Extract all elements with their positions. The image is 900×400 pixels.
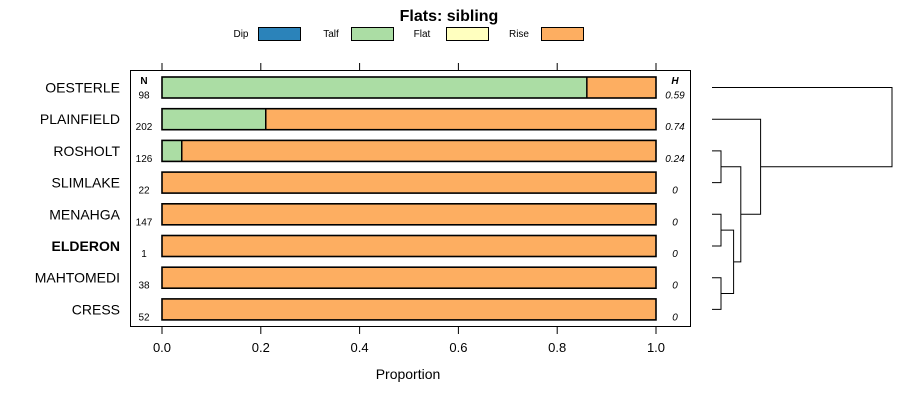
n-value: 1 bbox=[141, 249, 147, 260]
n-value: 147 bbox=[136, 217, 153, 228]
bar-segment-cress-rise bbox=[162, 298, 656, 320]
legend-label-rise: Rise bbox=[509, 29, 529, 40]
dendrogram bbox=[712, 87, 893, 310]
chart-title: Flats: sibling bbox=[400, 8, 499, 25]
dendrogram-branch bbox=[721, 166, 742, 263]
bar-outline-oesterle bbox=[161, 76, 657, 99]
n-value: 38 bbox=[138, 281, 150, 292]
x-tick-label: 0.4 bbox=[351, 340, 369, 355]
bar-segment-rosholt-rise bbox=[181, 140, 656, 162]
h-value: 0 bbox=[672, 217, 678, 228]
legend-swatch-flat bbox=[446, 27, 489, 41]
x-tick-label: 0.0 bbox=[153, 340, 171, 355]
bar-outline-slimlake bbox=[161, 171, 657, 194]
n-value: 52 bbox=[138, 312, 150, 323]
bar-outline-plainfield bbox=[161, 107, 657, 131]
dendrogram-branch bbox=[721, 229, 735, 295]
bar-outline-rosholt bbox=[161, 139, 657, 163]
plot-area: 0.0 0.2 0.4 0.6 0.8 1.0 OESTERLE 98 0.59 PLAINFIE… bbox=[35, 63, 691, 355]
legend-label-talf: Talf bbox=[323, 29, 339, 40]
bar-outline-menahga bbox=[161, 203, 657, 226]
n-value: 98 bbox=[138, 91, 150, 102]
n-column-header: N bbox=[140, 76, 147, 87]
h-value: 0 bbox=[672, 249, 678, 260]
x-tick-label: 1.0 bbox=[647, 340, 665, 355]
x-axis-label: Proportion bbox=[376, 366, 441, 382]
row-label-plainfield: PLAINFIELD bbox=[40, 111, 120, 127]
bar-outline-elderon bbox=[161, 234, 657, 258]
legend-swatch-rise bbox=[541, 27, 584, 41]
h-value: 0.59 bbox=[665, 91, 685, 102]
legend-swatch-talf bbox=[351, 27, 394, 41]
n-value: 126 bbox=[136, 154, 153, 165]
bar-segment-menahga-rise bbox=[162, 203, 656, 225]
legend-label-dip: Dip bbox=[233, 29, 248, 40]
bar-outline-mahtomedi bbox=[161, 266, 657, 290]
legend-swatch-dip bbox=[258, 27, 301, 41]
n-value: 202 bbox=[136, 122, 153, 133]
row-label-menahga: MENAHGA bbox=[49, 206, 120, 222]
row-label-elderon: ELDERON bbox=[52, 238, 120, 254]
row-label-oesterle: OESTERLE bbox=[45, 80, 120, 96]
h-value: 0 bbox=[672, 281, 678, 292]
n-value: 22 bbox=[138, 186, 150, 197]
dendrogram-branch bbox=[712, 87, 893, 168]
legend: Dip Talf Flat Rise bbox=[233, 27, 584, 41]
dendrogram-branch bbox=[712, 150, 722, 184]
bar-outline-cress bbox=[161, 298, 657, 321]
bar-segment-elderon-rise bbox=[162, 235, 656, 257]
row-label-rosholt: ROSHOLT bbox=[53, 143, 120, 159]
h-value: 0.74 bbox=[665, 122, 685, 133]
h-column-header: H bbox=[671, 76, 679, 87]
row-label-mahtomedi: MAHTOMEDI bbox=[35, 270, 120, 286]
bar-segment-plainfield-rise bbox=[265, 108, 656, 130]
bar-segment-plainfield-talf bbox=[162, 108, 266, 130]
bar-segment-oesterle-rise bbox=[586, 77, 656, 98]
x-tick-label: 0.6 bbox=[449, 340, 467, 355]
bar-segment-rosholt-talf bbox=[162, 140, 182, 162]
bar-segment-slimlake-rise bbox=[162, 172, 656, 194]
dendrogram-branch bbox=[712, 277, 722, 310]
h-value: 0 bbox=[672, 312, 678, 323]
plot-frame bbox=[130, 70, 691, 327]
row-label-cress: CRESS bbox=[72, 301, 120, 317]
bar-segment-oesterle-talf bbox=[162, 77, 587, 98]
h-value: 0.24 bbox=[665, 154, 685, 165]
x-tick-label: 0.8 bbox=[548, 340, 566, 355]
x-tick-label: 0.2 bbox=[252, 340, 270, 355]
h-value: 0 bbox=[672, 186, 678, 197]
bar-segment-mahtomedi-rise bbox=[162, 267, 656, 289]
row-label-slimlake: SLIMLAKE bbox=[52, 175, 120, 191]
legend-label-flat: Flat bbox=[414, 29, 431, 40]
dendrogram-branch bbox=[712, 213, 722, 247]
